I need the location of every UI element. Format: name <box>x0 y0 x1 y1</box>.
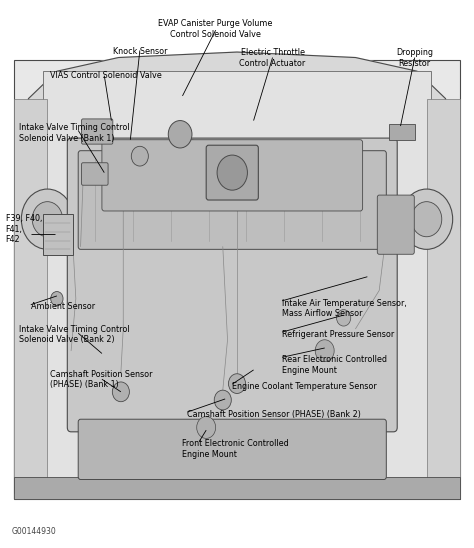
Text: Dropping
Resistor: Dropping Resistor <box>396 48 433 67</box>
Text: Engine Coolant Temperature Sensor: Engine Coolant Temperature Sensor <box>232 382 377 391</box>
Text: Rear Electronic Controlled
Engine Mount: Rear Electronic Controlled Engine Mount <box>282 355 387 374</box>
Text: VIAS Control Solenoid Valve: VIAS Control Solenoid Valve <box>50 71 162 80</box>
Text: F39, F40,
F41,
F42: F39, F40, F41, F42 <box>6 214 42 244</box>
Bar <box>43 214 73 255</box>
Circle shape <box>401 189 453 249</box>
FancyBboxPatch shape <box>82 119 113 144</box>
Bar <box>43 71 431 493</box>
Bar <box>14 60 460 499</box>
Text: Ambient Sensor: Ambient Sensor <box>31 302 95 311</box>
Circle shape <box>51 292 63 306</box>
FancyBboxPatch shape <box>14 99 47 493</box>
Text: Camshaft Position Sensor (PHASE) (Bank 2): Camshaft Position Sensor (PHASE) (Bank 2… <box>187 410 361 419</box>
Circle shape <box>21 189 73 249</box>
FancyBboxPatch shape <box>82 163 108 185</box>
Circle shape <box>32 202 63 237</box>
Text: Intake Air Temperature Sensor,
Mass Airflow Sensor: Intake Air Temperature Sensor, Mass Airf… <box>282 299 407 318</box>
Text: Camshaft Position Sensor
(PHASE) (Bank 1): Camshaft Position Sensor (PHASE) (Bank 1… <box>50 370 152 389</box>
FancyBboxPatch shape <box>377 195 414 254</box>
Text: G00144930: G00144930 <box>12 527 56 536</box>
FancyBboxPatch shape <box>427 99 460 493</box>
Text: Intake Valve Timing Control
Solenoid Valve (Bank 2): Intake Valve Timing Control Solenoid Val… <box>19 325 129 344</box>
Bar <box>14 477 460 499</box>
FancyBboxPatch shape <box>206 145 258 200</box>
Bar <box>389 124 415 140</box>
FancyBboxPatch shape <box>78 151 386 249</box>
Text: Electric Throttle
Control Actuator: Electric Throttle Control Actuator <box>239 48 306 67</box>
Circle shape <box>168 121 192 148</box>
Text: Intake Valve Timing Control
Solenoid Valve (Bank 1): Intake Valve Timing Control Solenoid Val… <box>19 123 129 142</box>
Circle shape <box>131 146 148 166</box>
Circle shape <box>411 202 442 237</box>
Text: Knock Sensor: Knock Sensor <box>113 47 167 55</box>
Text: Front Electronic Controlled
Engine Mount: Front Electronic Controlled Engine Mount <box>182 439 289 459</box>
Circle shape <box>112 382 129 402</box>
Circle shape <box>217 155 247 190</box>
Circle shape <box>197 416 216 438</box>
FancyBboxPatch shape <box>78 419 386 480</box>
Text: Refrigerant Pressure Sensor: Refrigerant Pressure Sensor <box>282 330 394 339</box>
Circle shape <box>214 390 231 410</box>
Circle shape <box>228 374 246 393</box>
Polygon shape <box>14 52 460 499</box>
FancyBboxPatch shape <box>67 138 397 432</box>
Circle shape <box>337 310 351 326</box>
FancyBboxPatch shape <box>102 140 363 211</box>
Text: EVAP Canister Purge Volume
Control Solenoid Valve: EVAP Canister Purge Volume Control Solen… <box>158 19 273 38</box>
Circle shape <box>315 340 334 362</box>
